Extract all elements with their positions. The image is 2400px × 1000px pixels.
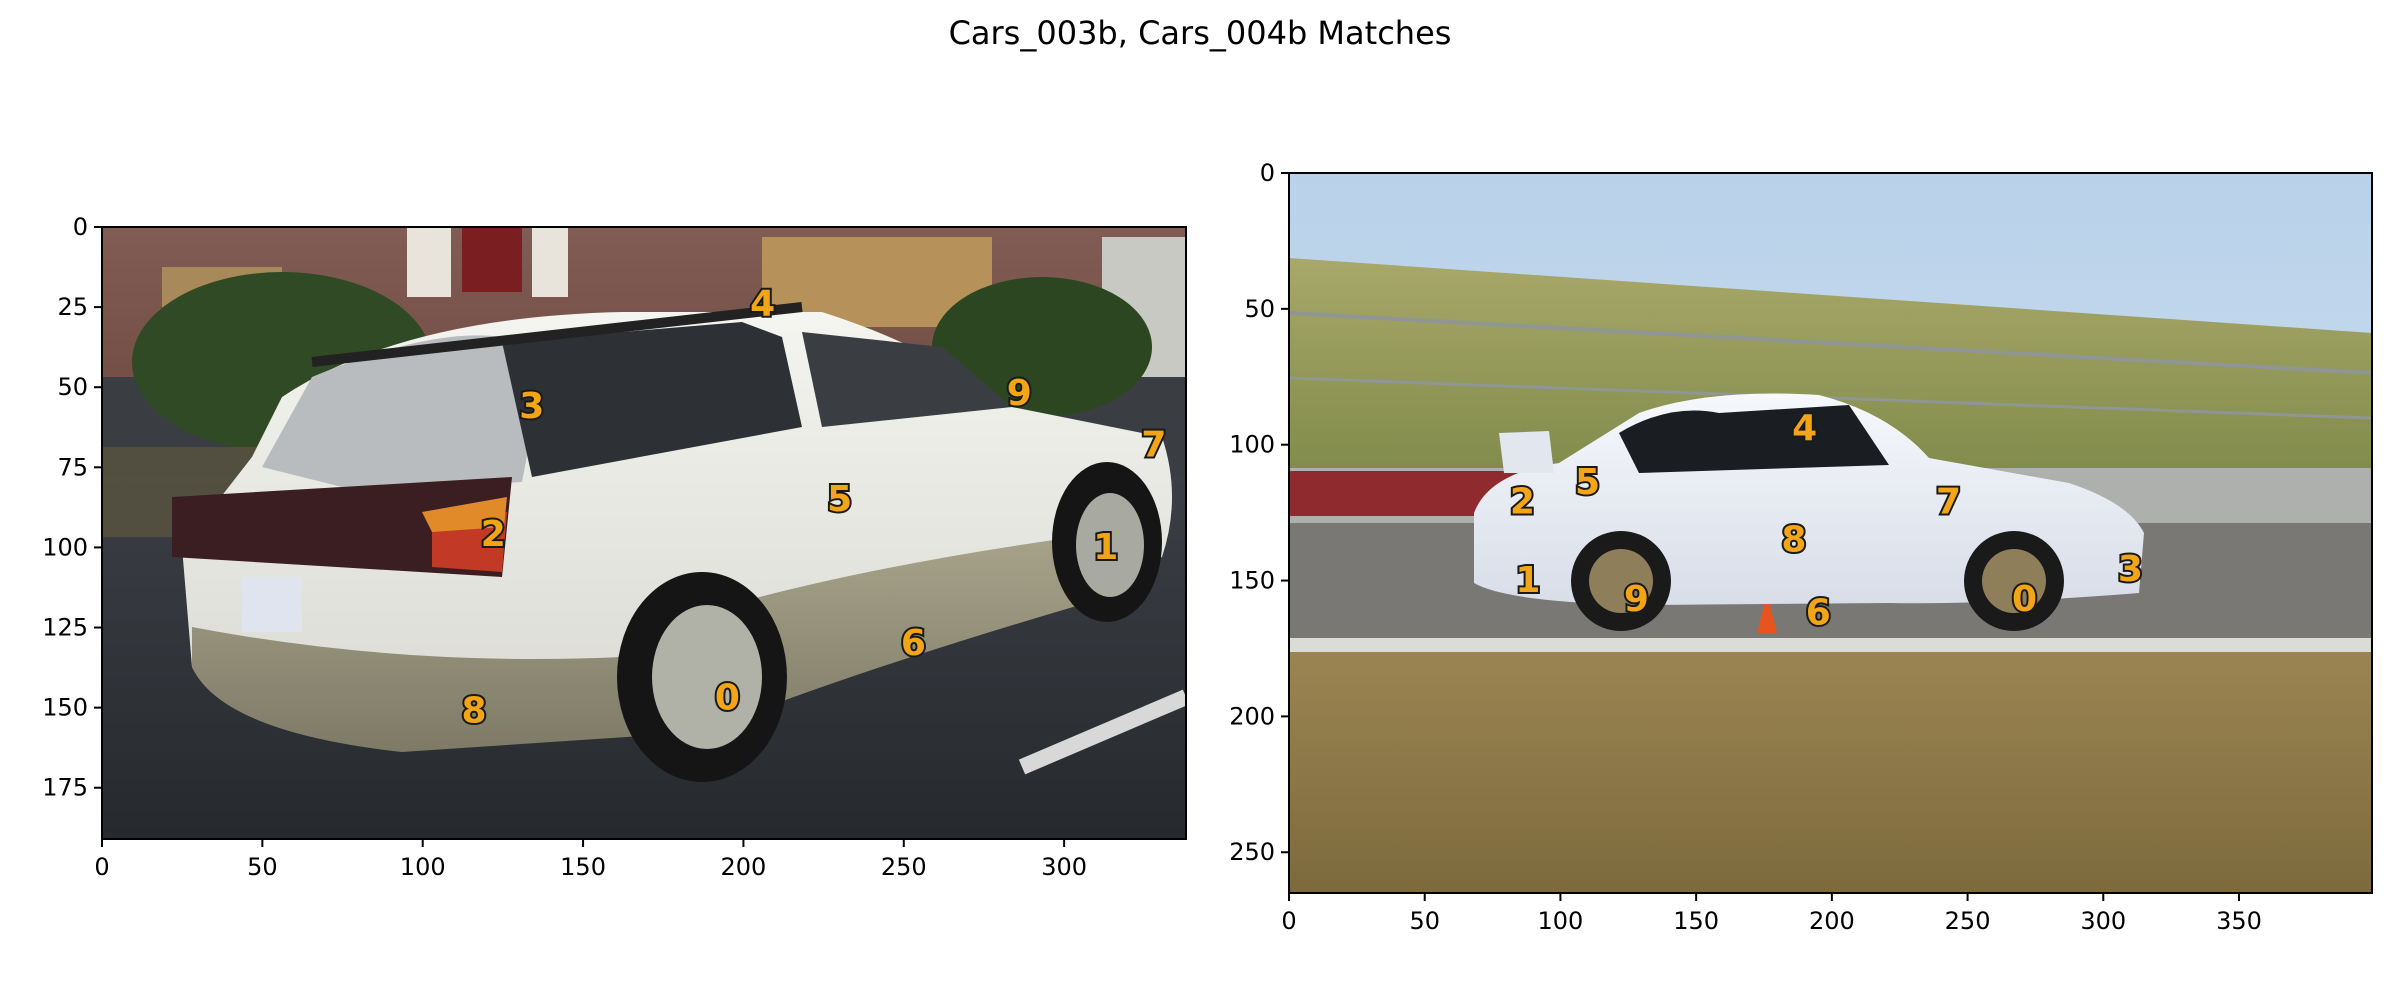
axes-frame-left — [101, 226, 1187, 840]
photo-cars-003b — [102, 227, 1186, 839]
x-tick-label: 300 — [2080, 907, 2126, 935]
y-tick-label: 200 — [1229, 702, 1275, 730]
x-tick-label: 250 — [881, 853, 927, 881]
y-tick-label: 100 — [42, 533, 88, 561]
x-tick-label: 350 — [2216, 907, 2262, 935]
keypoint-label-5: 5 — [827, 479, 852, 520]
keypoint-label-0: 0 — [2012, 579, 2037, 620]
y-tick-label: 0 — [1260, 159, 1275, 187]
keypoint-label-4: 4 — [750, 283, 775, 324]
keypoint-label-9: 9 — [1007, 373, 1032, 414]
y-tick-label: 50 — [57, 373, 88, 401]
keypoint-label-9: 9 — [1624, 579, 1649, 620]
keypoints-cars-004b: 0 1 2 3 4 5 6 7 8 9 — [1508, 406, 2145, 636]
keypoint-label-8: 8 — [461, 690, 486, 731]
y-tick-label: 75 — [57, 453, 88, 481]
figure-title: Cars_003b, Cars_004b Matches — [949, 14, 1452, 52]
y-tick-label: 100 — [1229, 431, 1275, 459]
photo-cars-004b — [1289, 173, 2372, 893]
keypoints-cars-003b: 0 1 2 3 4 5 6 7 8 9 — [459, 281, 1168, 733]
x-tick-label: 300 — [1041, 853, 1087, 881]
panel-cars-004b: 0 50 100 150 200 250 300 350 0 50 100 150 200 250 0 1 2… — [1229, 159, 2373, 935]
axes-frame-right — [1288, 172, 2373, 894]
x-tick-label: 50 — [247, 853, 278, 881]
x-tick-label: 200 — [721, 853, 767, 881]
y-tick-label: 50 — [1244, 295, 1275, 323]
y-tick-label: 250 — [1229, 838, 1275, 866]
x-tick-label: 0 — [94, 853, 109, 881]
y-tick-label: 150 — [1229, 567, 1275, 595]
y-tick-label: 25 — [57, 293, 88, 321]
keypoint-label-2: 2 — [481, 514, 506, 555]
y-tick-label: 0 — [73, 213, 88, 241]
keypoint-label-7: 7 — [1936, 481, 1961, 522]
x-tick-label: 100 — [400, 853, 446, 881]
keypoint-label-1: 1 — [1093, 527, 1118, 568]
keypoint-label-4: 4 — [1792, 408, 1817, 449]
x-tick-label: 100 — [1538, 907, 1584, 935]
keypoint-label-2: 2 — [1510, 481, 1535, 522]
keypoint-label-6: 6 — [901, 623, 926, 664]
x-tick-label: 150 — [1673, 907, 1719, 935]
y-tick-label: 175 — [42, 774, 88, 802]
x-tick-label: 200 — [1809, 907, 1855, 935]
x-tick-label: 50 — [1409, 907, 1440, 935]
x-tick-label: 250 — [1945, 907, 1991, 935]
keypoint-label-1: 1 — [1515, 560, 1540, 601]
keypoint-label-3: 3 — [519, 386, 544, 427]
x-tick-label: 150 — [560, 853, 606, 881]
keypoint-label-0: 0 — [715, 678, 740, 719]
keypoint-label-8: 8 — [1781, 519, 1806, 560]
keypoint-label-6: 6 — [1806, 593, 1831, 634]
keypoint-label-7: 7 — [1141, 424, 1166, 465]
keypoint-label-3: 3 — [2118, 549, 2143, 590]
y-tick-label: 150 — [42, 694, 88, 722]
x-tick-label: 0 — [1281, 907, 1296, 935]
y-tick-label: 125 — [42, 614, 88, 642]
keypoint-label-5: 5 — [1575, 462, 1600, 503]
